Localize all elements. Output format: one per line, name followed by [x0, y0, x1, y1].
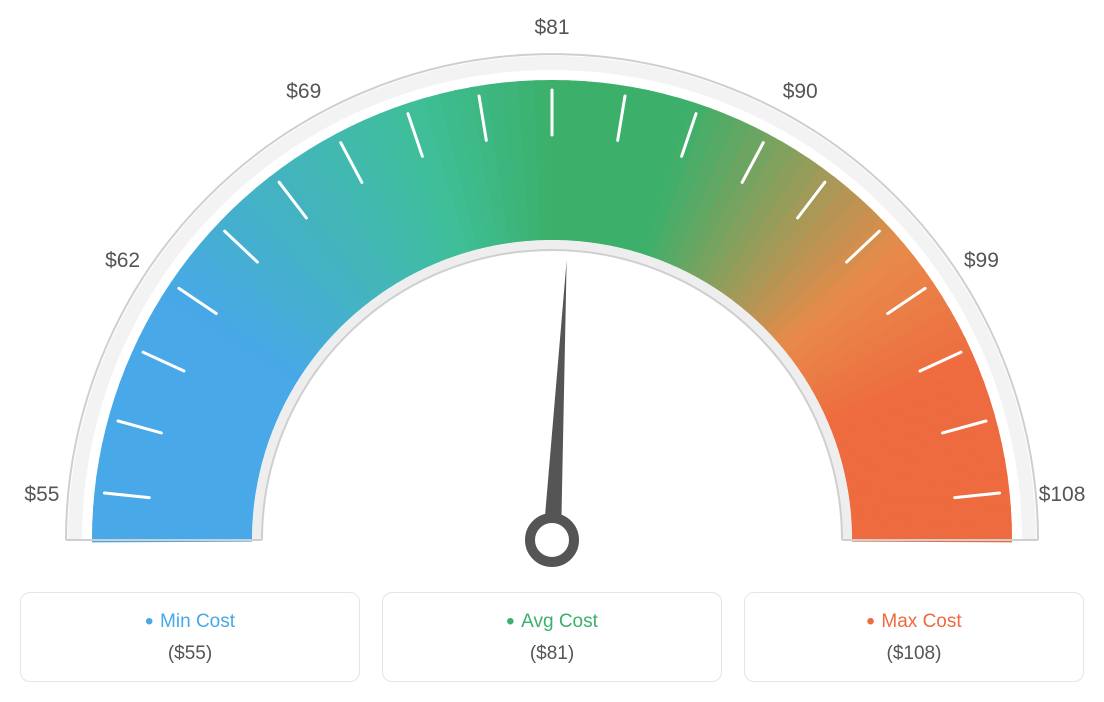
cost-gauge: $55$62$69$81$90$99$108 — [20, 20, 1084, 580]
gauge-tick-label: $62 — [105, 249, 140, 273]
gauge-tick-label: $81 — [534, 16, 569, 40]
legend-row: Min Cost ($55) Avg Cost ($81) Max Cost (… — [20, 592, 1084, 682]
legend-max-title: Max Cost — [755, 611, 1073, 633]
gauge-tick-label: $99 — [964, 249, 999, 273]
legend-card-max: Max Cost ($108) — [744, 592, 1084, 682]
legend-min-value: ($55) — [31, 643, 349, 665]
legend-avg-value: ($81) — [393, 643, 711, 665]
gauge-tick-label: $108 — [1039, 483, 1086, 507]
gauge-tick-label: $90 — [783, 80, 818, 104]
gauge-tick-label: $69 — [286, 80, 321, 104]
legend-card-avg: Avg Cost ($81) — [382, 592, 722, 682]
gauge-svg — [20, 20, 1084, 580]
legend-card-min: Min Cost ($55) — [20, 592, 360, 682]
legend-max-value: ($108) — [755, 643, 1073, 665]
gauge-tick-label: $55 — [24, 483, 59, 507]
legend-avg-title: Avg Cost — [393, 611, 711, 633]
legend-min-title: Min Cost — [31, 611, 349, 633]
